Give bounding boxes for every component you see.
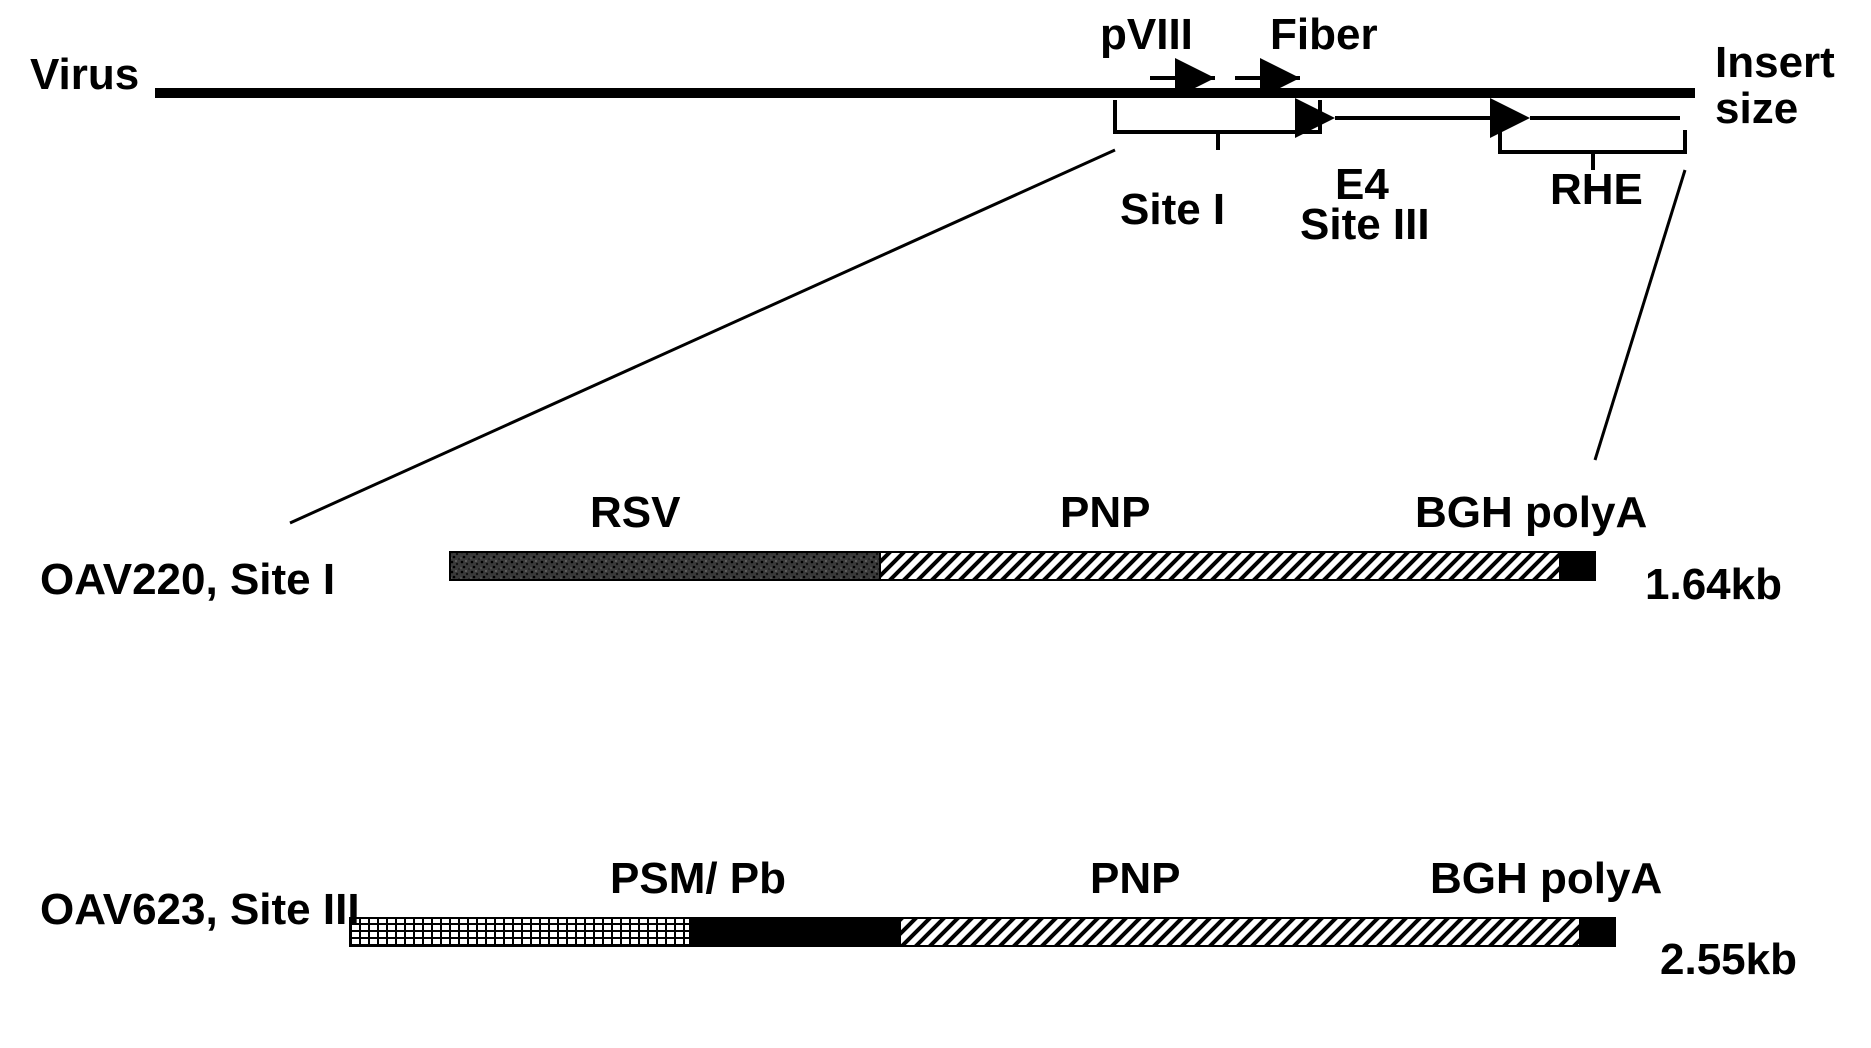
- diagram-stage: Virus Insertsize pVIII Fiber Site I E4 S…: [0, 0, 1871, 1048]
- size-164-label: 1.64kb: [1645, 560, 1782, 610]
- pnp-label-1: PNP: [1060, 488, 1150, 538]
- insert-size-text: Insertsize: [1715, 38, 1835, 133]
- rhe-label: RHE: [1550, 165, 1643, 215]
- site-i-label: Site I: [1120, 185, 1225, 235]
- rsv-label: RSV: [590, 488, 680, 538]
- bgh-label-2: BGH polyA: [1430, 854, 1662, 904]
- virus-label: Virus: [30, 50, 139, 100]
- pviii-label: pVIII: [1100, 10, 1193, 60]
- oav220-label: OAV220, Site I: [40, 555, 335, 605]
- pnp-label-2: PNP: [1090, 854, 1180, 904]
- bgh-label-1: BGH polyA: [1415, 488, 1647, 538]
- site-iii-label: Site III: [1300, 200, 1430, 250]
- size-255-label: 2.55kb: [1660, 935, 1797, 985]
- insert-size-label: Insertsize: [1715, 40, 1835, 132]
- psm-label: PSM/ Pb: [610, 854, 786, 904]
- fiber-label: Fiber: [1270, 10, 1378, 60]
- oav623-label: OAV623, Site III: [40, 885, 360, 935]
